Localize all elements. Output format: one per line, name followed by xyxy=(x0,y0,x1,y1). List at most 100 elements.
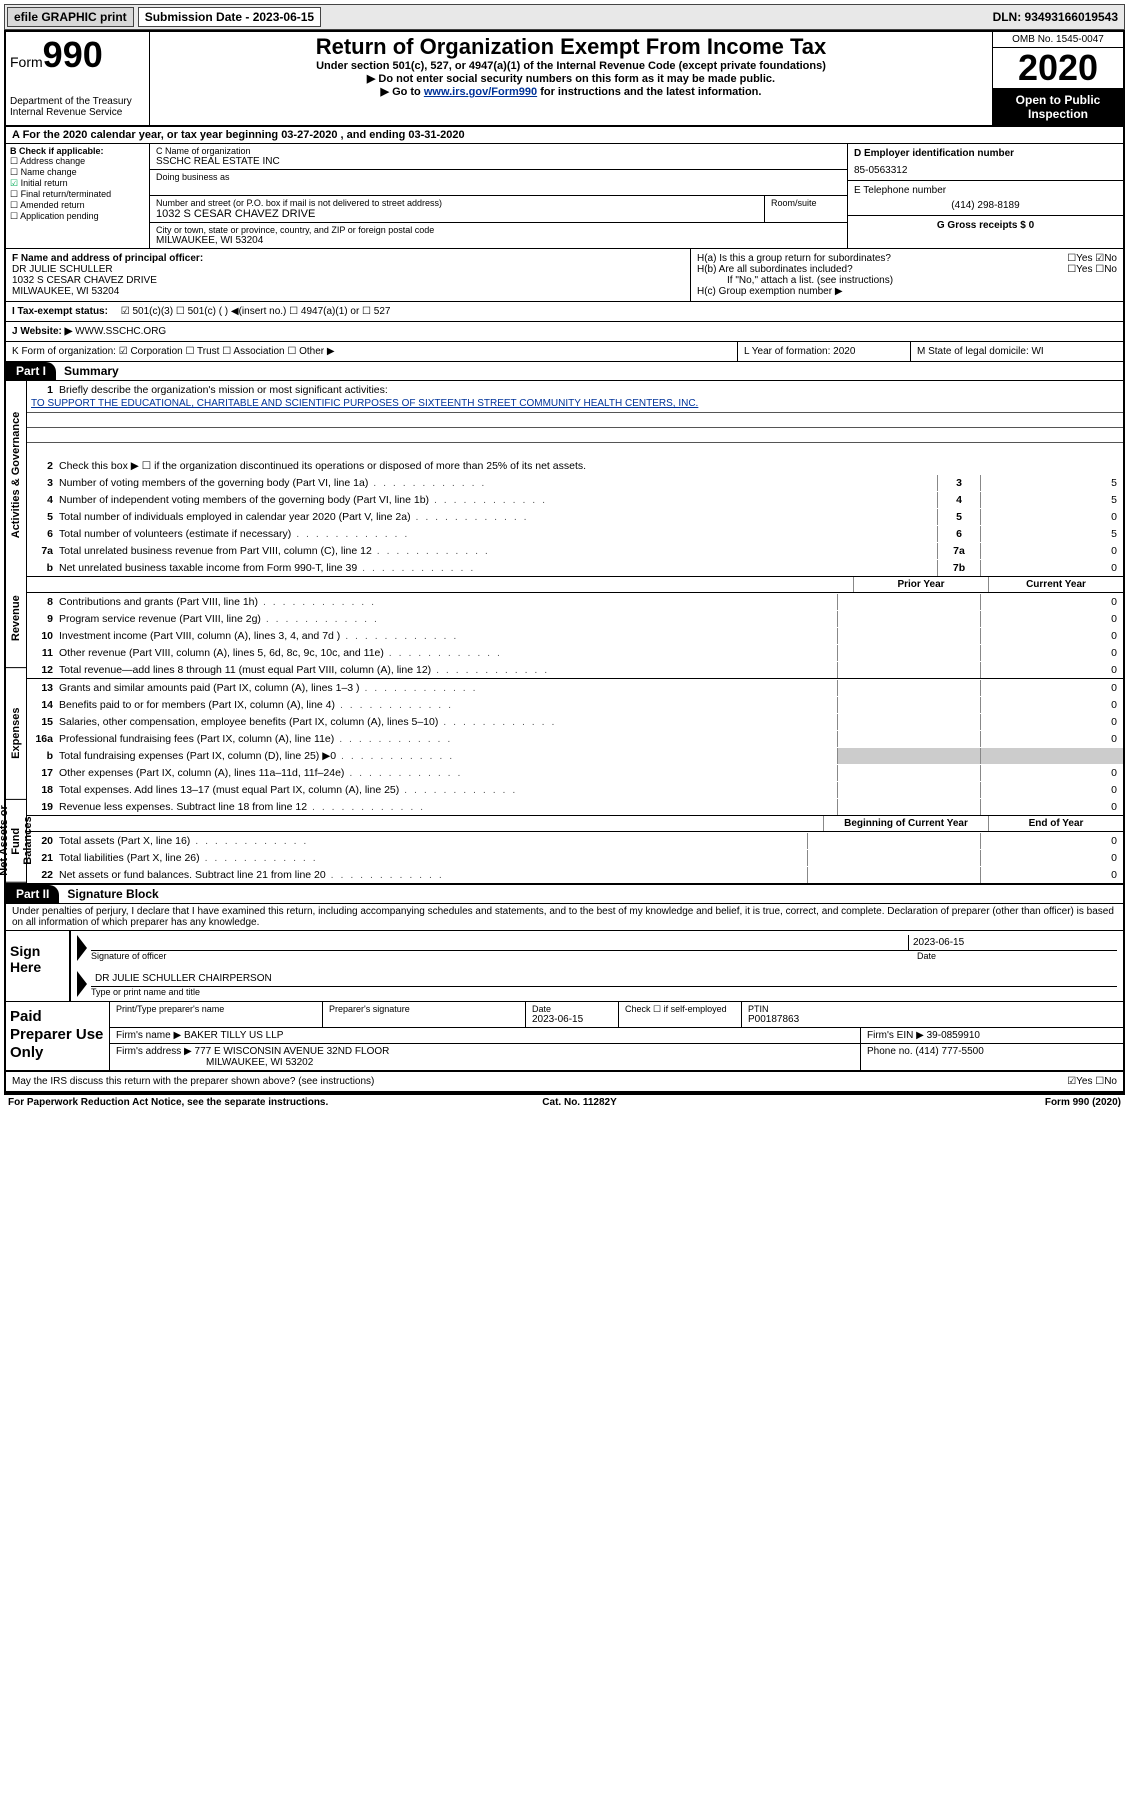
omb-label: OMB No. 1545-0047 xyxy=(993,32,1123,48)
city-label: City or town, state or province, country… xyxy=(156,225,841,235)
year-formation: L Year of formation: 2020 xyxy=(737,342,910,361)
form-id-block: Form990 Department of the Treasury Inter… xyxy=(6,32,150,125)
ha-yn[interactable]: ☐Yes ☑No xyxy=(1067,253,1117,264)
ein-value: 85-0563312 xyxy=(854,159,1117,176)
box-c: C Name of organization SSCHC REAL ESTATE… xyxy=(150,144,847,248)
box-deg: D Employer identification number 85-0563… xyxy=(847,144,1123,248)
mission-text: TO SUPPORT THE EDUCATIONAL, CHARITABLE A… xyxy=(27,398,1123,413)
website-value[interactable]: WWW.SSCHC.ORG xyxy=(72,326,166,337)
row-f-h: F Name and address of principal officer:… xyxy=(6,249,1123,302)
prep-date-label: Date xyxy=(532,1004,612,1014)
officer-addr2: MILWAUKEE, WI 53204 xyxy=(12,286,684,297)
chk-application-pending[interactable]: Application pending xyxy=(10,211,145,222)
dept-label: Department of the Treasury Internal Reve… xyxy=(10,96,145,118)
tax-status-opts[interactable]: ☑ 501(c)(3) ☐ 501(c) ( ) ◀(insert no.) ☐… xyxy=(111,306,391,317)
form-subtitle: Under section 501(c), 527, or 4947(a)(1)… xyxy=(156,60,986,72)
firm-phone: (414) 777-5500 xyxy=(915,1046,983,1057)
inst-2a: Go to xyxy=(392,86,424,98)
exp-row: 13Grants and similar amounts paid (Part … xyxy=(27,679,1123,696)
sign-arrow-icon-2 xyxy=(77,971,87,997)
gov-row: 4Number of independent voting members of… xyxy=(27,491,1123,508)
rev-row: 8Contributions and grants (Part VIII, li… xyxy=(27,593,1123,610)
sign-sig-label: Signature of officer xyxy=(91,951,917,961)
chk-name-change[interactable]: Name change xyxy=(10,167,145,178)
firm-name-label: Firm's name ▶ xyxy=(116,1030,181,1041)
net-row: 21Total liabilities (Part X, line 26)0 xyxy=(27,849,1123,866)
form-header: Form990 Department of the Treasury Inter… xyxy=(6,32,1123,127)
inst-1: Do not enter social security numbers on … xyxy=(378,73,775,85)
net-row: 22Net assets or fund balances. Subtract … xyxy=(27,866,1123,883)
row-i: I Tax-exempt status: ☑ 501(c)(3) ☐ 501(c… xyxy=(6,302,1123,322)
efile-print-button[interactable]: efile GRAPHIC print xyxy=(7,7,134,27)
phone-label: E Telephone number xyxy=(854,185,1117,196)
footer-left: For Paperwork Reduction Act Notice, see … xyxy=(8,1097,328,1108)
part-i-header: Part I Summary xyxy=(6,362,1123,381)
dba-label: Doing business as xyxy=(156,172,841,182)
vlabel-revenue: Revenue xyxy=(6,569,26,668)
ptin-value: P00187863 xyxy=(748,1014,1117,1025)
sec-netassets: Beginning of Current YearEnd of Year 20T… xyxy=(27,816,1123,883)
discuss-a[interactable]: ☑Yes ☐No xyxy=(1067,1076,1117,1087)
perjury-text: Under penalties of perjury, I declare th… xyxy=(6,904,1123,931)
tax-year: 2020 xyxy=(993,48,1123,89)
part-i-title: Summary xyxy=(56,364,119,378)
submission-date-label: Submission Date - 2023-06-15 xyxy=(138,7,321,27)
exp-row: 16aProfessional fundraising fees (Part I… xyxy=(27,730,1123,747)
chk-initial-return[interactable]: Initial return xyxy=(10,178,145,189)
part-i-tab: Part I xyxy=(6,362,56,380)
hb-yn[interactable]: ☐Yes ☐No xyxy=(1067,264,1117,275)
form-title: Return of Organization Exempt From Incom… xyxy=(156,34,986,60)
street-label: Number and street (or P.O. box if mail i… xyxy=(156,198,758,208)
box-b: B Check if applicable: Address change Na… xyxy=(6,144,150,248)
part-ii-tab: Part II xyxy=(6,885,59,903)
chk-final-return[interactable]: Final return/terminated xyxy=(10,189,145,200)
col-boy: Beginning of Current Year xyxy=(823,816,988,831)
sign-arrow-icon xyxy=(77,935,87,961)
form-number: 990 xyxy=(43,34,103,75)
exp-row: 17Other expenses (Part IX, column (A), l… xyxy=(27,764,1123,781)
discuss-row: May the IRS discuss this return with the… xyxy=(6,1072,1123,1093)
rev-row: 11Other revenue (Part VIII, column (A), … xyxy=(27,644,1123,661)
sign-date-label: Date xyxy=(917,951,1117,961)
officer-name: DR JULIE SCHULLER xyxy=(12,264,684,275)
firm-ein-label: Firm's EIN ▶ xyxy=(867,1030,924,1041)
rev-row: 12Total revenue—add lines 8 through 11 (… xyxy=(27,661,1123,678)
form-title-block: Return of Organization Exempt From Incom… xyxy=(150,32,992,125)
exp-row: 14Benefits paid to or for members (Part … xyxy=(27,696,1123,713)
footer-form: Form 990 (2020) xyxy=(1045,1097,1121,1108)
room-label: Room/suite xyxy=(771,198,841,208)
col-prior-year: Prior Year xyxy=(853,577,988,592)
state-domicile: M State of legal domicile: WI xyxy=(910,342,1123,361)
prep-name-label: Print/Type preparer's name xyxy=(116,1004,316,1014)
paid-preparer-block: Paid Preparer Use Only Print/Type prepar… xyxy=(6,1002,1123,1072)
exp-row: bTotal fundraising expenses (Part IX, co… xyxy=(27,747,1123,764)
box-f: F Name and address of principal officer:… xyxy=(6,249,690,301)
chk-amended-return[interactable]: Amended return xyxy=(10,200,145,211)
org-name-label: C Name of organization xyxy=(156,146,841,156)
form-of-org[interactable]: K Form of organization: ☑ Corporation ☐ … xyxy=(6,342,737,361)
chk-address-change[interactable]: Address change xyxy=(10,156,145,167)
gov-row: 5Total number of individuals employed in… xyxy=(27,508,1123,525)
row-k: K Form of organization: ☑ Corporation ☐ … xyxy=(6,342,1123,362)
page-footer: For Paperwork Reduction Act Notice, see … xyxy=(4,1095,1125,1110)
ha-label: H(a) Is this a group return for subordin… xyxy=(697,253,891,264)
hc-label: H(c) Group exemption number ▶ xyxy=(697,286,1117,297)
phone-value: (414) 298-8189 xyxy=(854,196,1117,211)
dln-label: DLN: 93493166019543 xyxy=(993,10,1122,24)
sign-name: DR JULIE SCHULLER CHAIRPERSON xyxy=(91,971,1117,986)
discuss-q: May the IRS discuss this return with the… xyxy=(12,1076,374,1087)
exp-row: 15Salaries, other compensation, employee… xyxy=(27,713,1123,730)
firm-ein: 39-0859910 xyxy=(927,1030,980,1041)
gov-row: bNet unrelated business taxable income f… xyxy=(27,559,1123,576)
firm-addr2: MILWAUKEE, WI 53202 xyxy=(116,1057,313,1068)
form990-link[interactable]: www.irs.gov/Form990 xyxy=(424,86,537,98)
footer-cat: Cat. No. 11282Y xyxy=(542,1097,616,1108)
top-toolbar: efile GRAPHIC print Submission Date - 20… xyxy=(4,4,1125,30)
sign-name-label: Type or print name and title xyxy=(91,987,1117,997)
prep-selfemp[interactable]: Check ☐ if self-employed xyxy=(619,1002,742,1027)
summary-body: Activities & Governance Revenue Expenses… xyxy=(6,381,1123,885)
h-note: If "No," attach a list. (see instruction… xyxy=(697,275,1117,286)
inst-2b: for instructions and the latest informat… xyxy=(537,86,761,98)
exp-row: 18Total expenses. Add lines 13–17 (must … xyxy=(27,781,1123,798)
ptin-label: PTIN xyxy=(748,1004,1117,1014)
